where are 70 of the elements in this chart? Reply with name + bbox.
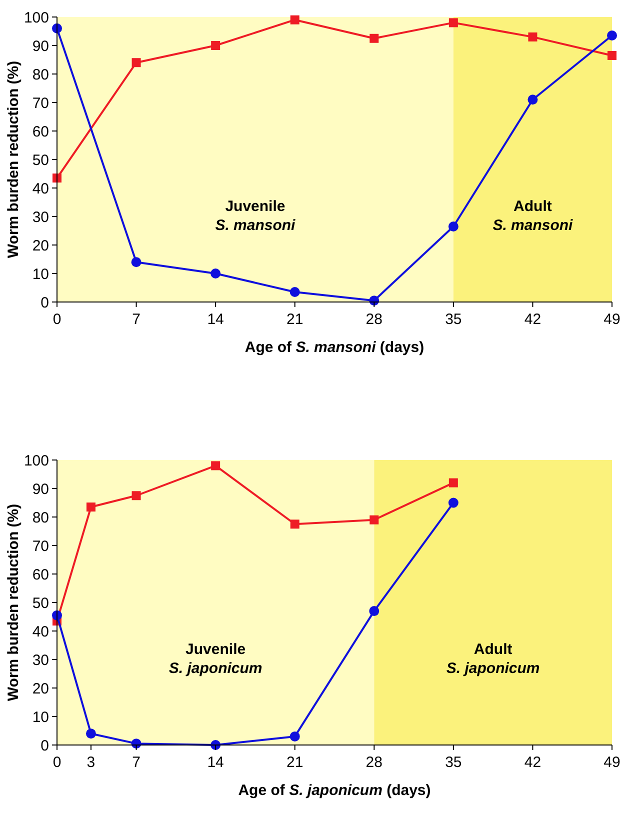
point — [290, 287, 300, 298]
x-axis-title: Age of S. mansoni (days) — [244, 339, 424, 356]
y-tick-label: 0 — [40, 737, 49, 754]
x-tick-label: 35 — [445, 754, 462, 771]
y-tick-label: 0 — [40, 294, 49, 312]
y-tick-label: 30 — [32, 208, 49, 226]
y-axis-title: Worm burden reduction (%) — [5, 504, 22, 702]
x-tick-label: 7 — [132, 754, 140, 771]
point — [86, 728, 96, 739]
point — [86, 502, 96, 512]
x-tick-label: 21 — [286, 311, 304, 328]
y-tick-label: 100 — [24, 9, 49, 26]
band-label: Adult S. japonicum — [446, 640, 540, 677]
point — [132, 491, 141, 500]
point — [528, 32, 538, 42]
x-axis-title: Age of S. japonicum (days) — [238, 782, 431, 799]
x-tick-label: 3 — [86, 754, 96, 771]
band-label: Juvenile S. japonicum — [168, 640, 262, 677]
point — [370, 515, 379, 524]
y-tick-label: 10 — [32, 708, 49, 726]
y-tick-label: 50 — [32, 152, 49, 169]
point — [132, 58, 141, 68]
y-tick-label: 80 — [32, 66, 49, 84]
point — [448, 221, 458, 232]
point — [290, 520, 300, 529]
x-tick-label: 28 — [366, 754, 382, 771]
point — [607, 30, 617, 41]
y-tick-label: 20 — [32, 237, 49, 254]
point — [369, 606, 380, 616]
x-tick-label: 42 — [524, 311, 542, 328]
y-tick-label: 70 — [32, 94, 49, 112]
point — [290, 15, 300, 24]
x-tick-label: 42 — [524, 754, 542, 771]
x-tick-label: 21 — [286, 754, 304, 771]
x-tick-label: 49 — [604, 311, 620, 328]
x-tick-label: 28 — [366, 311, 382, 328]
y-tick-label: 10 — [32, 266, 49, 283]
y-tick-label: 50 — [32, 594, 49, 612]
x-tick-label: 0 — [52, 311, 62, 328]
y-tick-label: 40 — [32, 180, 49, 198]
point — [211, 461, 220, 470]
point — [131, 257, 142, 268]
point — [528, 94, 538, 105]
band-label: Juvenile S. mansoni — [215, 198, 296, 234]
point — [210, 268, 221, 278]
x-tick-label: 14 — [207, 754, 224, 771]
point — [608, 50, 616, 60]
y-axis-title: Worm burden reduction (%) — [5, 60, 22, 258]
y-tick-label: 80 — [32, 509, 49, 526]
x-tick-label: 7 — [132, 311, 140, 328]
y-tick-label: 20 — [32, 680, 49, 698]
point — [370, 34, 379, 43]
point — [290, 731, 300, 742]
point — [448, 498, 458, 508]
y-tick-label: 30 — [32, 652, 49, 669]
y-tick-label: 90 — [32, 38, 49, 55]
point — [448, 18, 458, 28]
x-tick-label: 49 — [604, 754, 620, 771]
x-tick-label: 35 — [445, 311, 462, 328]
y-tick-label: 60 — [32, 566, 49, 584]
x-tick-label: 0 — [52, 754, 62, 771]
point — [448, 478, 458, 488]
y-tick-label: 70 — [32, 538, 49, 555]
x-tick-label: 14 — [207, 311, 224, 328]
y-tick-label: 40 — [32, 623, 49, 640]
band-label: Adult S. mansoni — [492, 198, 574, 234]
y-tick-label: 60 — [32, 123, 49, 140]
point — [211, 41, 220, 50]
y-tick-label: 90 — [32, 480, 49, 498]
y-tick-label: 100 — [24, 452, 49, 470]
